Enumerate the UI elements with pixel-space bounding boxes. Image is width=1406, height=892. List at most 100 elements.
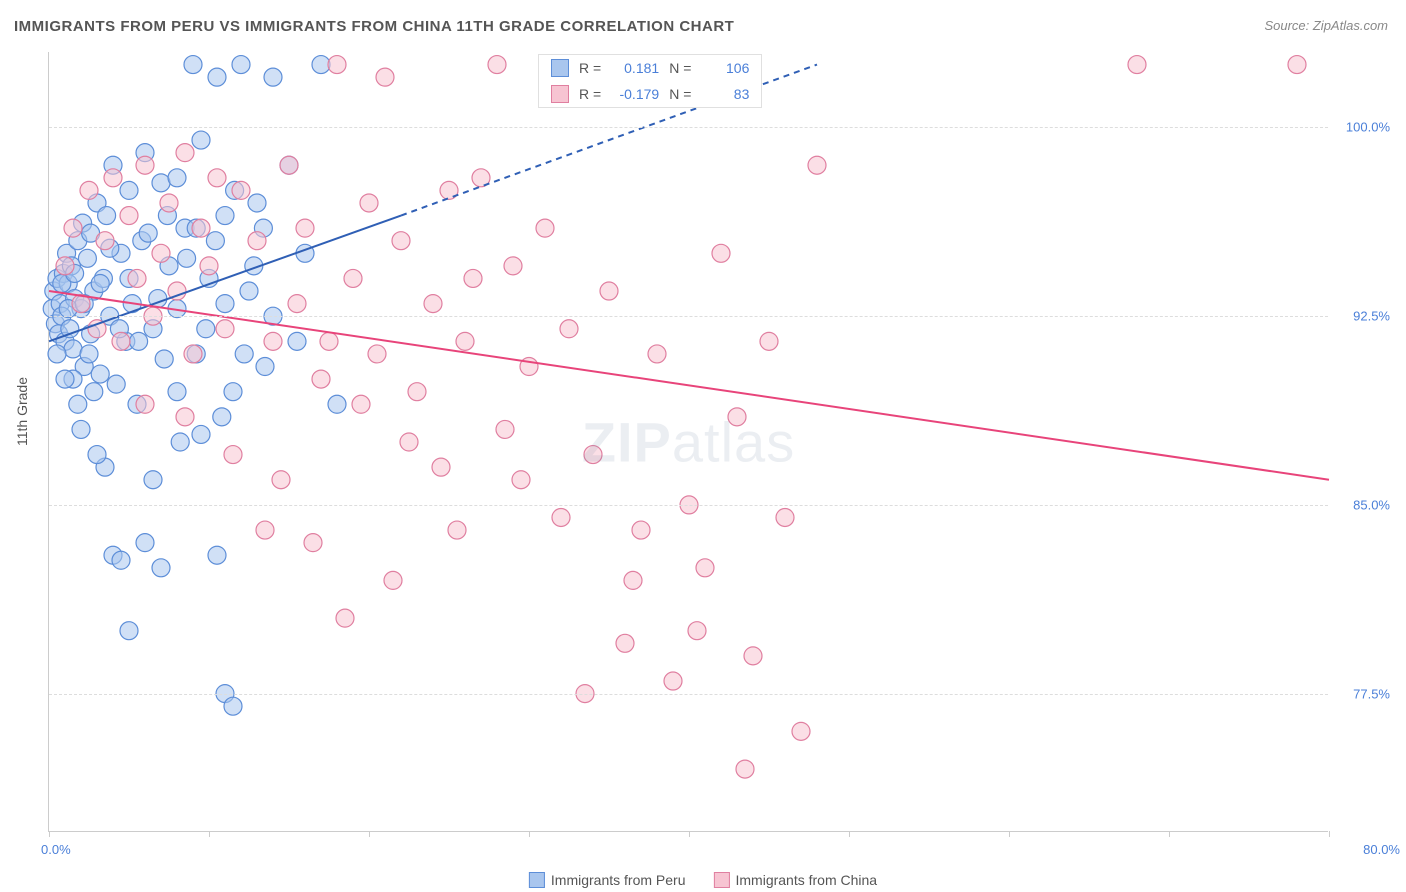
data-point: [216, 207, 234, 225]
stat-row: R =-0.179N =83: [539, 81, 761, 107]
data-point: [240, 282, 258, 300]
x-tick: [1009, 831, 1010, 837]
grid-line: [49, 505, 1328, 506]
legend-swatch: [714, 872, 730, 888]
data-point: [176, 144, 194, 162]
data-point: [85, 383, 103, 401]
data-point: [136, 534, 154, 552]
data-point: [48, 345, 66, 363]
data-point: [400, 433, 418, 451]
data-point: [600, 282, 618, 300]
data-point: [88, 446, 106, 464]
data-point: [120, 181, 138, 199]
data-point: [488, 56, 506, 74]
data-point: [408, 383, 426, 401]
data-point: [776, 508, 794, 526]
data-point: [624, 571, 642, 589]
data-point: [792, 722, 810, 740]
legend: Immigrants from Peru Immigrants from Chin…: [529, 872, 877, 888]
data-point: [208, 169, 226, 187]
data-point: [192, 219, 210, 237]
data-point: [360, 194, 378, 212]
stat-n-value: 83: [701, 86, 749, 102]
data-point: [78, 249, 96, 267]
y-axis-title: 11th Grade: [14, 377, 30, 446]
data-point: [235, 345, 253, 363]
data-point: [112, 551, 130, 569]
y-tick-label: 77.5%: [1353, 686, 1390, 701]
data-point: [200, 257, 218, 275]
stat-r-label: R =: [579, 86, 601, 102]
data-point: [312, 56, 330, 74]
data-point: [232, 56, 250, 74]
grid-line: [49, 694, 1328, 695]
scatter-svg: [49, 52, 1329, 832]
stat-r-value: 0.181: [611, 60, 659, 76]
data-point: [664, 672, 682, 690]
data-point: [64, 340, 82, 358]
data-point: [296, 219, 314, 237]
data-point: [248, 194, 266, 212]
data-point: [384, 571, 402, 589]
data-point: [80, 181, 98, 199]
data-point: [184, 345, 202, 363]
data-point: [736, 760, 754, 778]
data-point: [171, 433, 189, 451]
data-point: [712, 244, 730, 262]
x-label-min: 0.0%: [41, 842, 71, 857]
data-point: [760, 332, 778, 350]
data-point: [130, 332, 148, 350]
data-point: [688, 622, 706, 640]
data-point: [248, 232, 266, 250]
x-tick: [529, 831, 530, 837]
data-point: [744, 647, 762, 665]
data-point: [696, 559, 714, 577]
data-point: [208, 546, 226, 564]
data-point: [424, 295, 442, 313]
x-tick: [1169, 831, 1170, 837]
data-point: [1128, 56, 1146, 74]
stat-row: R = 0.181 N = 106: [539, 55, 761, 81]
data-point: [184, 56, 202, 74]
data-point: [280, 156, 298, 174]
data-point: [304, 534, 322, 552]
data-point: [197, 320, 215, 338]
data-point: [336, 609, 354, 627]
data-point: [206, 232, 224, 250]
data-point: [536, 219, 554, 237]
data-point: [69, 395, 87, 413]
data-point: [504, 257, 522, 275]
x-tick: [369, 831, 370, 837]
data-point: [168, 169, 186, 187]
x-tick: [209, 831, 210, 837]
data-point: [464, 269, 482, 287]
grid-line: [49, 127, 1328, 128]
data-point: [328, 395, 346, 413]
data-point: [178, 249, 196, 267]
stat-n-label: N =: [669, 60, 691, 76]
data-point: [216, 295, 234, 313]
data-point: [512, 471, 530, 489]
stat-r-label: R =: [579, 60, 601, 76]
data-point: [560, 320, 578, 338]
data-point: [72, 420, 90, 438]
data-point: [98, 207, 116, 225]
legend-item: Immigrants from Peru: [529, 872, 686, 888]
stat-n-value: 106: [701, 60, 749, 76]
data-point: [448, 521, 466, 539]
data-point: [104, 169, 122, 187]
data-point: [648, 345, 666, 363]
data-point: [256, 521, 274, 539]
legend-label: Immigrants from Peru: [551, 872, 686, 888]
data-point: [144, 471, 162, 489]
data-point: [80, 345, 98, 363]
data-point: [256, 358, 274, 376]
legend-label: Immigrants from China: [736, 872, 878, 888]
data-point: [216, 320, 234, 338]
data-point: [192, 425, 210, 443]
x-tick: [849, 831, 850, 837]
grid-line: [49, 316, 1328, 317]
chart-source: Source: ZipAtlas.com: [1264, 18, 1388, 33]
data-point: [136, 395, 154, 413]
y-tick-label: 100.0%: [1346, 120, 1390, 135]
